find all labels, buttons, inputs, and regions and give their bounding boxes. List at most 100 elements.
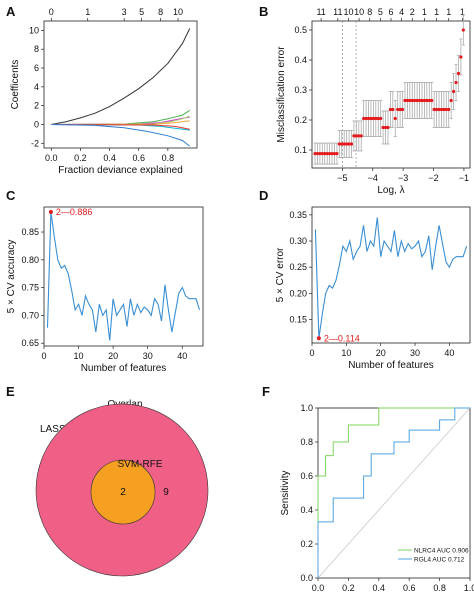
error-point: [313, 152, 317, 156]
x-tick-label: −1: [459, 173, 469, 183]
best-point-annotation: 2—0.886: [56, 207, 93, 217]
error-point: [437, 107, 441, 112]
x-tick-label: 10: [74, 351, 84, 361]
y-tick-label: 0.5: [294, 25, 307, 35]
error-point: [379, 116, 383, 121]
error-point: [328, 152, 332, 156]
error-point: [352, 134, 356, 138]
error-point: [340, 142, 344, 146]
top-tick-label: 1: [422, 7, 427, 17]
x-tick-label: 30: [410, 348, 420, 358]
x-tick-label: 10: [341, 348, 351, 358]
error-point: [405, 98, 410, 103]
top-tick-label: 8: [367, 7, 372, 17]
error-point: [425, 98, 429, 103]
roc-curve-line: [317, 407, 470, 578]
error-point: [323, 152, 327, 156]
error-point: [357, 134, 361, 138]
top-tick-label: 2: [410, 7, 415, 17]
roc-curve-line: [317, 407, 470, 578]
x-axis-label: Number of features: [348, 360, 434, 371]
panel-e-venn: Overlap LASSO SVM-RFE 2 9: [35, 399, 209, 577]
top-tick-label: 6: [388, 7, 393, 17]
y-tick-label: 0.30: [289, 236, 307, 246]
y-tick-label: 8: [34, 44, 39, 54]
y-tick-label: 0.6: [300, 471, 313, 481]
plot-frame: [311, 206, 471, 344]
error-point: [349, 142, 354, 146]
y-tick-label: 0.65: [21, 338, 39, 348]
y-tick-label: 0.80: [21, 255, 39, 265]
y-tick-label: 0: [34, 119, 39, 129]
error-point: [386, 125, 390, 130]
cv-curve-line: [46, 211, 201, 341]
x-tick-label: 20: [108, 351, 118, 361]
panel-c-cv-accuracy: 0 10 20 30 40 0.65 0.70 0.75 0.80 0.85 Number of f…: [6, 206, 204, 374]
error-point: [454, 80, 458, 85]
x-tick-label: 0.4: [373, 583, 386, 593]
y-tick-label: 0.0: [300, 573, 313, 583]
error-point: [447, 107, 451, 112]
panel-label-b: B: [259, 4, 268, 19]
error-point: [354, 134, 358, 138]
y-tick-label: 0.8: [300, 437, 313, 447]
error-point: [330, 152, 334, 156]
x-tick-label: 40: [177, 351, 187, 361]
error-point: [345, 142, 349, 146]
x-axis-label: Number of features: [81, 363, 167, 374]
y-axis-label: Sensitivity: [280, 470, 291, 515]
top-tick-label: 11: [333, 7, 342, 17]
x-tick-label: 0.6: [132, 153, 145, 163]
y-tick-label: 0.75: [21, 283, 39, 293]
y-tick-label: -2: [31, 138, 39, 148]
error-point: [337, 142, 341, 146]
error-point: [413, 98, 417, 103]
y-tick-label: 0.25: [289, 262, 307, 272]
error-point: [335, 152, 339, 156]
x-tick-label: 0: [41, 351, 46, 361]
error-point: [369, 116, 373, 121]
error-point: [430, 98, 434, 103]
error-point: [391, 107, 395, 112]
x-tick-label: 1.0: [464, 583, 474, 593]
error-point: [383, 125, 388, 130]
panel-label-d: D: [259, 188, 268, 203]
panel-label-f: F: [262, 384, 270, 399]
legend-entry: RGL4 AUC 0.712: [414, 557, 465, 564]
y-tick-label: 0.4: [300, 505, 313, 515]
coefficient-path-line: [51, 28, 191, 125]
x-tick-label: −2: [428, 173, 438, 183]
x-tick-label: 40: [444, 348, 454, 358]
x-tick-label: −5: [337, 173, 347, 183]
venn-lasso-label: LASSO: [40, 424, 74, 435]
top-tick-label: 4: [399, 7, 404, 17]
x-tick-label: 0: [309, 348, 314, 358]
panel-label-c: C: [6, 188, 16, 203]
y-tick-label: 0.4: [294, 55, 307, 65]
error-point: [461, 28, 465, 32]
error-point: [320, 152, 324, 156]
x-tick-label: 0.2: [74, 153, 87, 163]
x-axis-label: Fraction deviance explained: [58, 165, 183, 176]
panel-f-roc: 0.00.20.40.60.81.00.00.20.40.60.81.01-Sp…: [280, 403, 474, 593]
error-point: [410, 98, 414, 103]
error-point: [420, 98, 424, 103]
error-point: [442, 107, 446, 112]
error-point: [374, 116, 378, 121]
top-tick-label: 10: [354, 7, 364, 17]
error-point: [342, 142, 346, 146]
error-point: [449, 98, 453, 103]
top-tick-label: 5: [378, 7, 383, 17]
error-point: [403, 98, 407, 103]
top-tick-label: 3: [122, 7, 127, 17]
x-tick-label: 0.8: [433, 583, 446, 593]
best-point-marker: [48, 210, 53, 215]
plot-frame: [43, 20, 198, 149]
cv-curve-line: [314, 217, 468, 339]
y-axis-label: Misclassification error: [276, 46, 287, 143]
x-tick-label: 0.0: [45, 153, 58, 163]
panel-b-cv-error: −5 −4 −3 −2 −1 0.1 0.2 0.3 0.4 0.5 Log, λ Misclassi…: [276, 7, 471, 196]
panel-d-cv-error: 0 10 20 30 40 0.15 0.20 0.25 0.30 0.35 Number of f…: [275, 206, 471, 371]
error-point: [434, 107, 439, 112]
